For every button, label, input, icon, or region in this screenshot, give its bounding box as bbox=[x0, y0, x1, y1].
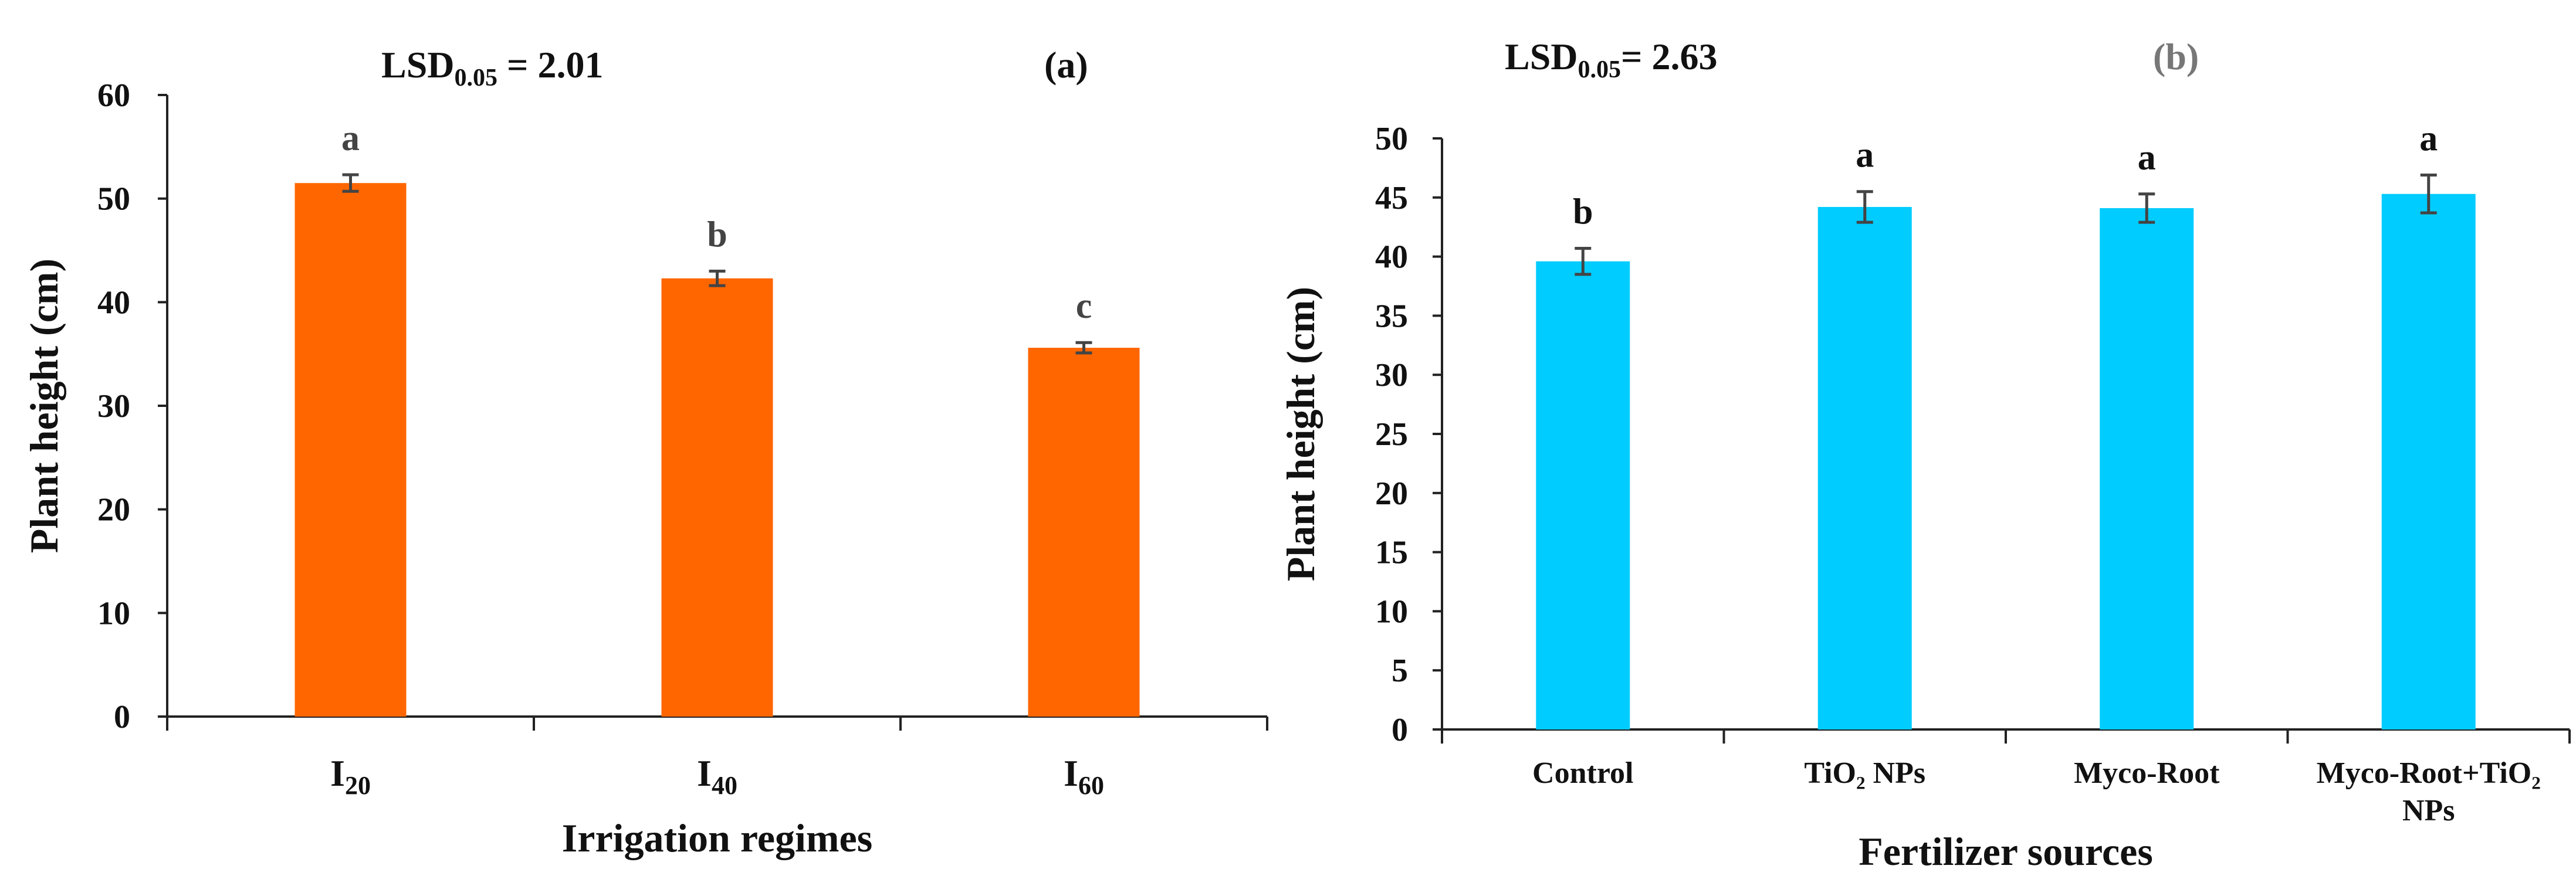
x-tick-label: Myco-Root+TiO₂ bbox=[2317, 756, 2541, 790]
y-tick-label: 30 bbox=[1375, 357, 1408, 393]
bar bbox=[1536, 261, 1630, 729]
x-tick-label-subscript: 40 bbox=[712, 771, 737, 800]
x-tick-label-base: I bbox=[330, 752, 345, 794]
x-tick-label: I40 bbox=[697, 752, 737, 800]
y-tick-label: 0 bbox=[114, 699, 130, 735]
bar bbox=[1817, 206, 1912, 730]
significance-letter: a bbox=[2419, 118, 2438, 158]
x-tick-label: I60 bbox=[1064, 752, 1104, 800]
y-tick-label: 35 bbox=[1375, 298, 1408, 334]
y-tick-label: 10 bbox=[97, 595, 130, 632]
y-tick-label: 0 bbox=[1392, 712, 1408, 748]
significance-letter: b bbox=[1573, 192, 1593, 232]
significance-letter: b bbox=[707, 215, 727, 254]
significance-letter: c bbox=[1076, 286, 1092, 326]
x-tick-label: TiO₂ NPs bbox=[1804, 756, 1925, 790]
y-axis-title: Plant height (cm) bbox=[22, 259, 66, 553]
bar bbox=[1028, 348, 1140, 717]
y-tick-label: 40 bbox=[97, 284, 130, 321]
panel-label: (a) bbox=[1044, 44, 1088, 86]
significance-letter: a bbox=[341, 118, 360, 158]
x-tick-label: I20 bbox=[330, 752, 371, 800]
lsd-annotation: LSD0.05 = 2.01 bbox=[381, 44, 603, 91]
panel-b-plant-height-by-fertilizer: 0 5 10 15 20 25 30 35 40 45 50 b Control a TiO₂ NPs a My… bbox=[1278, 36, 2571, 874]
lsd-prefix: LSD bbox=[381, 44, 455, 86]
x-tick-label-base: I bbox=[1064, 752, 1078, 794]
lsd-subscript: 0.05 bbox=[1578, 56, 1622, 83]
significance-letter: a bbox=[2138, 138, 2156, 178]
significance-letter: a bbox=[1856, 135, 1874, 175]
x-tick-label-subscript: 60 bbox=[1078, 771, 1104, 800]
y-tick-label: 50 bbox=[1375, 121, 1408, 157]
y-tick-label: 50 bbox=[97, 181, 130, 218]
bar bbox=[2100, 208, 2194, 730]
y-tick-label: 25 bbox=[1375, 416, 1408, 453]
lsd-suffix: = 2.63 bbox=[1621, 36, 1717, 77]
x-axis-title: Fertilizer sources bbox=[1859, 829, 2153, 874]
x-tick-label-subscript: 20 bbox=[345, 771, 371, 800]
bar bbox=[661, 278, 773, 717]
y-tick-label: 30 bbox=[97, 388, 130, 425]
y-tick-label: 10 bbox=[1375, 593, 1408, 630]
panel-label: (b) bbox=[2153, 36, 2199, 77]
y-tick-label: 20 bbox=[1375, 476, 1408, 512]
lsd-prefix: LSD bbox=[1505, 36, 1578, 77]
x-tick-label: NPs bbox=[2402, 794, 2455, 827]
y-tick-label: 5 bbox=[1392, 653, 1408, 689]
y-tick-label: 45 bbox=[1375, 180, 1408, 216]
x-tick-label-base: I bbox=[697, 752, 712, 794]
x-axis-title: Irrigation regimes bbox=[562, 816, 872, 860]
x-tick-label: Myco-Root bbox=[2074, 756, 2220, 790]
y-axis-title: Plant height (cm) bbox=[1278, 287, 1323, 581]
lsd-suffix: = 2.01 bbox=[497, 44, 603, 86]
y-tick-label: 15 bbox=[1375, 535, 1408, 571]
lsd-annotation: LSD0.05= 2.63 bbox=[1505, 36, 1717, 83]
y-tick-label: 40 bbox=[1375, 239, 1408, 276]
bar bbox=[2381, 194, 2476, 729]
lsd-subscript: 0.05 bbox=[455, 65, 498, 91]
x-tick-label: Control bbox=[1532, 756, 1633, 790]
y-tick-label: 20 bbox=[97, 492, 130, 528]
y-tick-label: 60 bbox=[97, 77, 130, 114]
bar bbox=[295, 183, 407, 717]
